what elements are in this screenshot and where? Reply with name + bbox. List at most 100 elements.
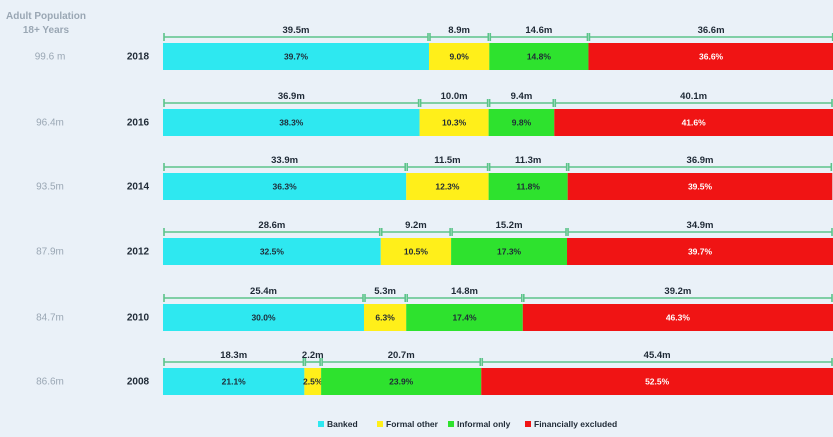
absolute-label: 11.5m <box>434 155 460 166</box>
absolute-label: 14.8m <box>451 286 478 297</box>
bar-segment <box>554 109 833 136</box>
percent-label: 11.8% <box>516 182 540 192</box>
percent-label: 12.3% <box>435 182 460 192</box>
segment-bracket <box>567 228 833 236</box>
legend-swatch <box>318 421 324 427</box>
percent-label: 39.7% <box>284 52 309 62</box>
legend: Banked Formal other Informal only Financial… <box>318 419 617 429</box>
segment-bracket <box>163 294 364 302</box>
legend-label: Banked <box>327 419 358 429</box>
percent-label: 2.5% <box>303 377 323 387</box>
population-label: 93.5m <box>36 182 64 193</box>
bar-segment <box>364 304 407 331</box>
percent-label: 17.4% <box>452 313 477 323</box>
percent-label: 21.1% <box>222 377 247 387</box>
segment-bracket <box>163 33 429 41</box>
absolute-label: 5.3m <box>374 286 396 297</box>
percent-label: 14.8% <box>527 52 552 62</box>
row-2012: 87.9m 2012 32.5% 28.6m 10.5% 9.2m 17.3% 15.2m 39… <box>36 220 833 265</box>
absolute-label: 33.9m <box>271 155 298 166</box>
year-label: 2014 <box>127 182 150 193</box>
bar-segment <box>522 304 833 331</box>
percent-label: 52.5% <box>645 377 670 387</box>
absolute-label: 36.9m <box>687 155 714 166</box>
segment-bracket <box>567 163 833 171</box>
population-label: 84.7m <box>36 313 64 324</box>
year-label: 2016 <box>127 118 150 129</box>
bar-segment <box>163 304 364 331</box>
segment-bracket <box>522 294 833 302</box>
absolute-label: 2.2m <box>302 350 324 361</box>
segment-bracket <box>380 228 451 236</box>
legend-item: Financially excluded <box>525 419 617 429</box>
legend-label: Formal other <box>386 419 439 429</box>
percent-label: 46.3% <box>666 313 691 323</box>
segment-bracket <box>321 358 482 366</box>
percent-label: 36.6% <box>699 52 724 62</box>
absolute-label: 8.9m <box>448 25 470 36</box>
absolute-label: 25.4m <box>250 286 277 297</box>
bar-segment <box>321 368 482 395</box>
percent-label: 17.3% <box>497 247 522 257</box>
segment-bracket <box>429 33 490 41</box>
row-2018: 99.6 m 2018 39.7% 39.5m 9.0% 8.9m 14.8% 14.6m 36… <box>35 25 833 70</box>
segment-bracket <box>554 99 833 107</box>
absolute-label: 36.6m <box>698 25 725 36</box>
population-label: 86.6m <box>36 377 64 388</box>
year-label: 2018 <box>127 52 150 63</box>
percent-label: 9.8% <box>512 118 532 128</box>
percent-label: 9.0% <box>449 52 469 62</box>
bar-segment <box>419 109 489 136</box>
segment-bracket <box>419 99 489 107</box>
population-label: 87.9m <box>36 247 64 258</box>
bar-segment <box>488 173 568 200</box>
percent-label: 41.6% <box>682 118 707 128</box>
absolute-label: 39.2m <box>664 286 691 297</box>
absolute-label: 11.3m <box>515 155 541 166</box>
percent-label: 39.7% <box>688 247 713 257</box>
absolute-label: 18.3m <box>220 350 247 361</box>
legend-item: Formal other <box>377 419 439 429</box>
bar-segment <box>380 238 452 265</box>
chart-rows: 99.6 m 2018 39.7% 39.5m 9.0% 8.9m 14.8% 14.6m 36… <box>35 25 833 395</box>
percent-label: 30.0% <box>251 313 276 323</box>
segment-bracket <box>163 163 407 171</box>
bar-segment <box>567 173 833 200</box>
population-label: 99.6 m <box>35 52 66 63</box>
bar-segment <box>163 238 381 265</box>
absolute-label: 28.6m <box>258 220 285 231</box>
segment-bracket <box>481 358 833 366</box>
legend-item: Informal only <box>448 419 511 429</box>
legend-label: Financially excluded <box>534 419 617 429</box>
absolute-label: 36.9m <box>278 91 305 102</box>
segment-bracket <box>364 294 407 302</box>
percent-label: 39.5% <box>688 182 713 192</box>
absolute-label: 45.4m <box>644 350 671 361</box>
segment-bracket <box>304 358 321 366</box>
bar-segment <box>481 368 833 395</box>
absolute-label: 15.2m <box>496 220 523 231</box>
absolute-label: 20.7m <box>388 350 415 361</box>
year-label: 2008 <box>127 377 150 388</box>
segment-bracket <box>488 163 568 171</box>
absolute-label: 9.4m <box>511 91 533 102</box>
bar-segment <box>428 43 490 70</box>
bar-segment <box>451 238 568 265</box>
percent-label: 32.5% <box>260 247 285 257</box>
percent-label: 23.9% <box>389 377 414 387</box>
bar-segment <box>406 173 489 200</box>
row-2014: 93.5m 2014 36.3% 33.9m 12.3% 11.5m 11.8% 11.3m 3… <box>36 155 833 200</box>
segment-bracket <box>406 294 523 302</box>
percent-label: 38.3% <box>279 118 304 128</box>
percent-label: 10.5% <box>404 247 429 257</box>
segment-bracket <box>163 228 381 236</box>
percent-label: 36.3% <box>273 182 298 192</box>
legend-swatch <box>525 421 531 427</box>
absolute-label: 9.2m <box>405 220 427 231</box>
absolute-label: 39.5m <box>283 25 310 36</box>
bar-segment <box>163 109 420 136</box>
population-label: 96.4m <box>36 118 64 129</box>
bar-segment <box>567 238 833 265</box>
bar-segment <box>163 173 407 200</box>
header-line-1: Adult Population <box>6 11 86 22</box>
